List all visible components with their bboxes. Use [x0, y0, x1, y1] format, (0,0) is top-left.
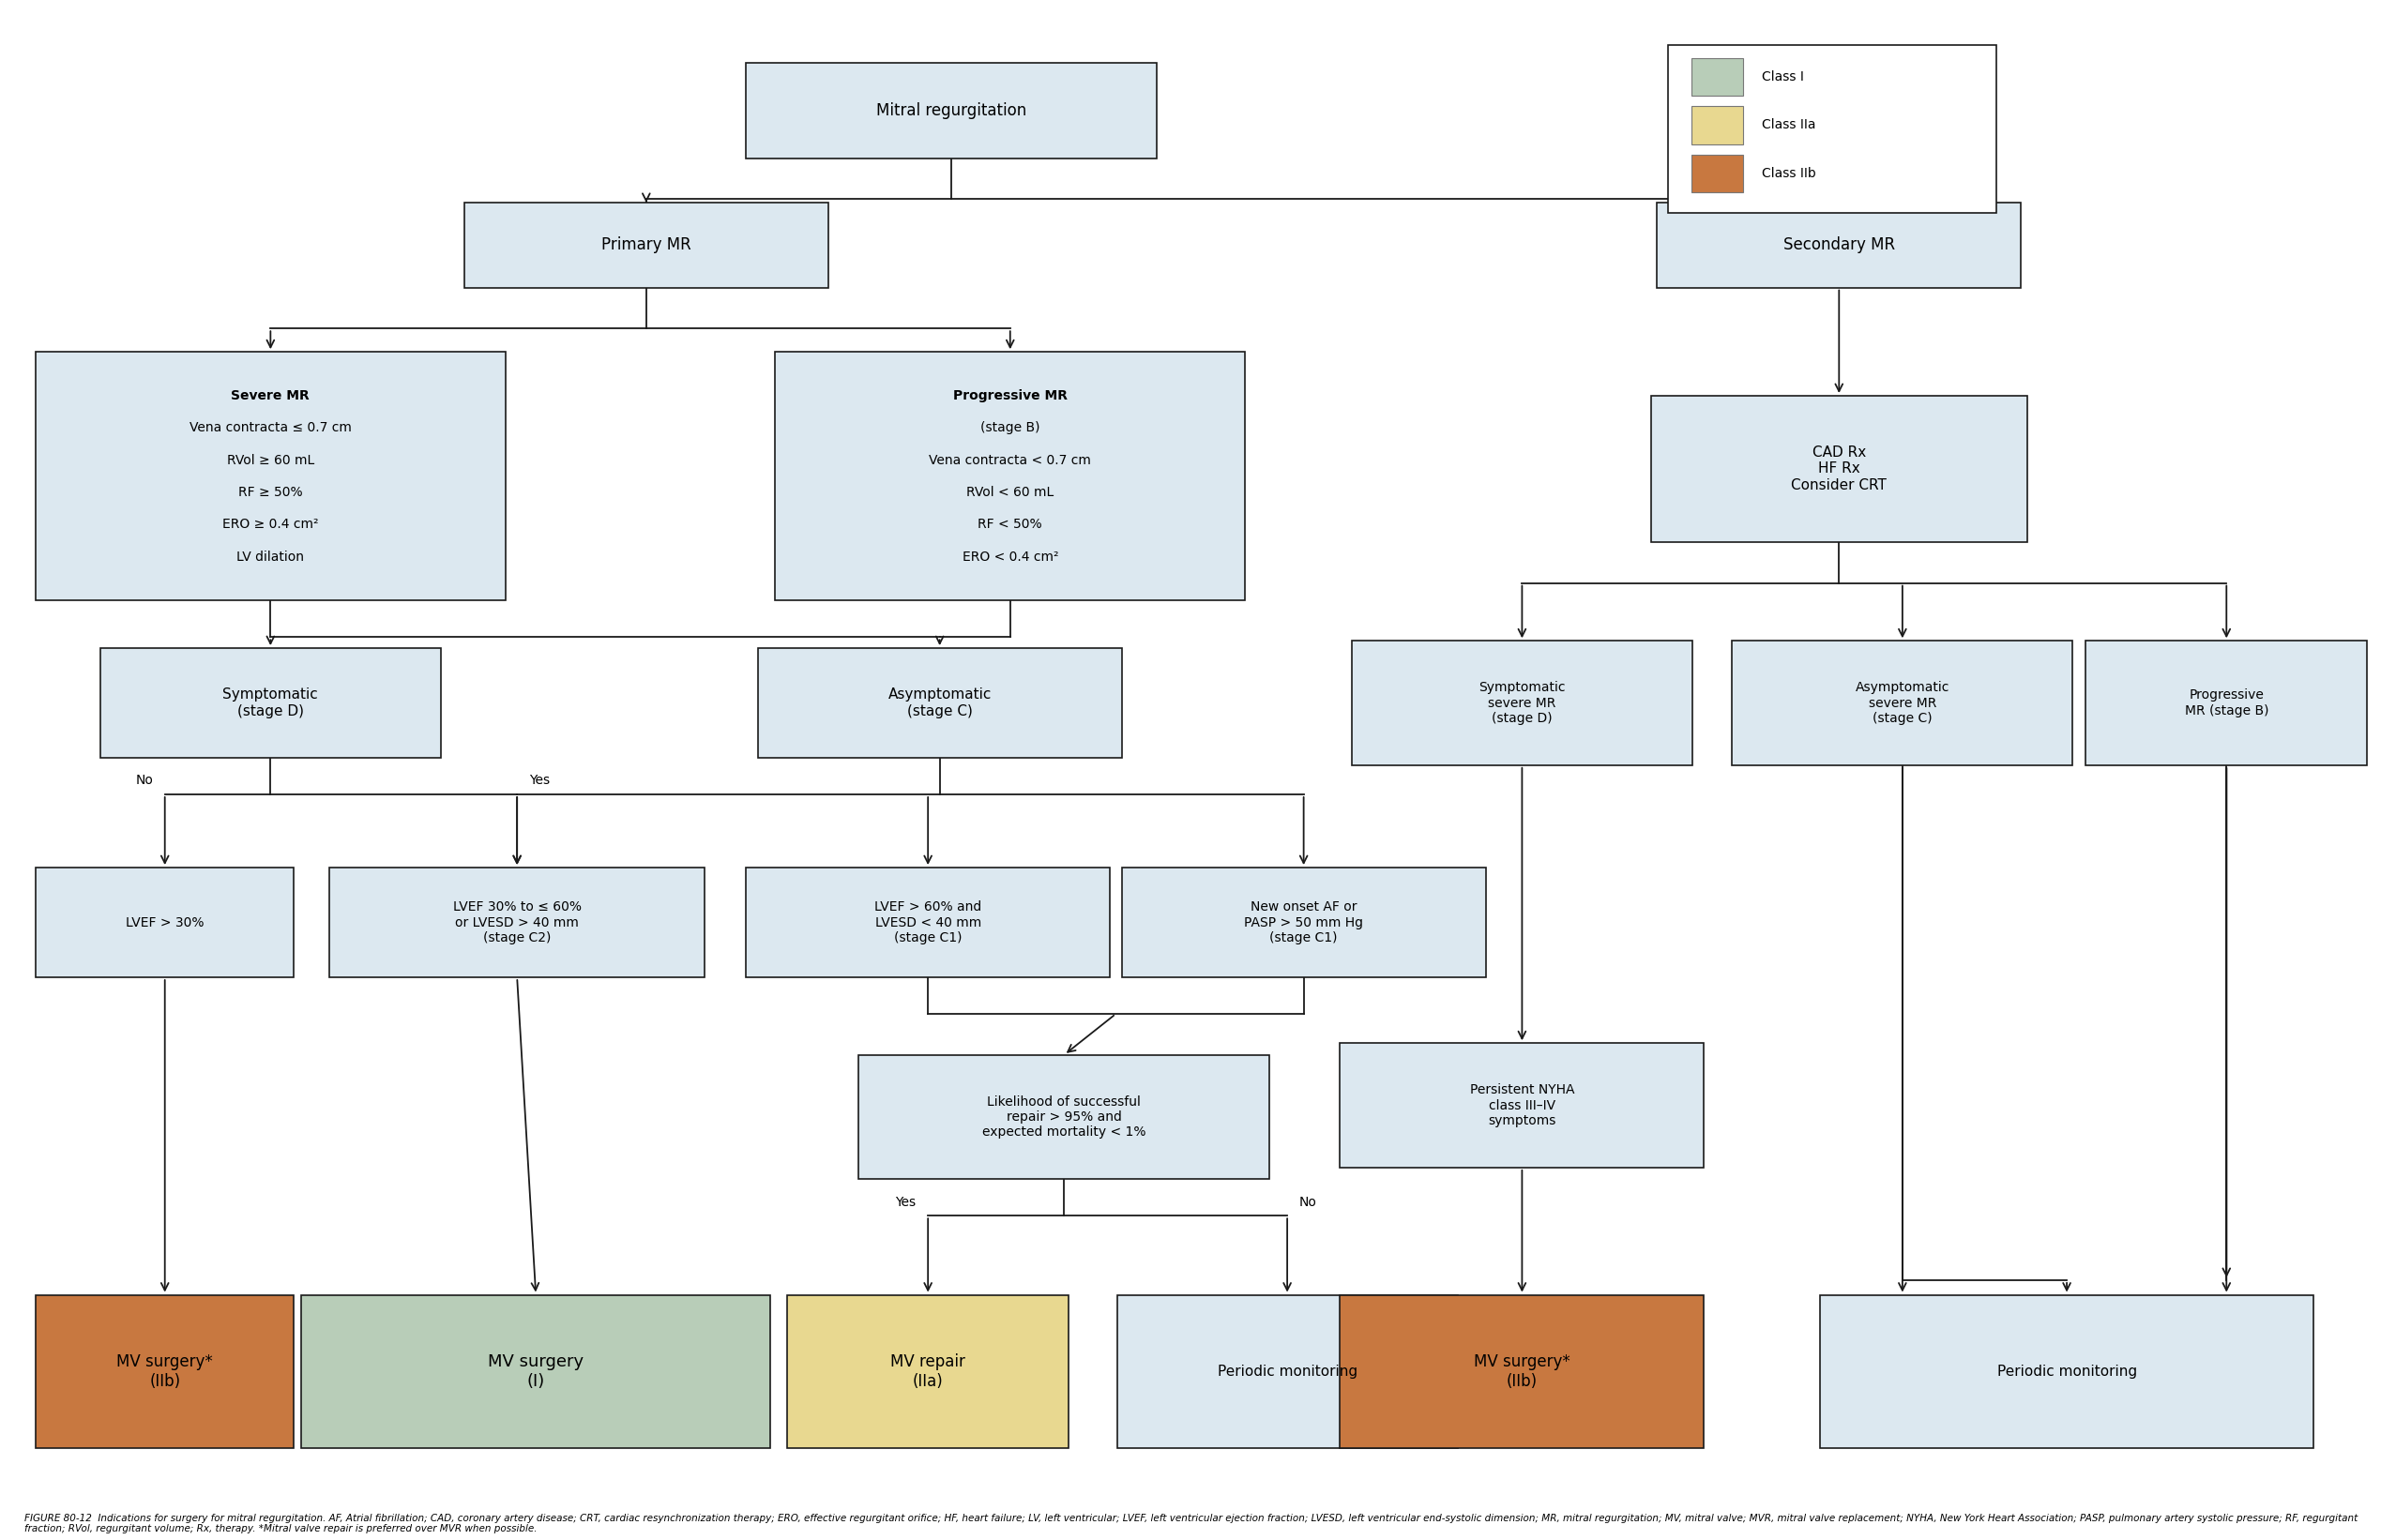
Text: Symptomatic
severe MR
(stage D): Symptomatic severe MR (stage D) — [1478, 681, 1565, 725]
Text: Periodic monitoring: Periodic monitoring — [1996, 1364, 2137, 1378]
FancyBboxPatch shape — [745, 867, 1109, 978]
Text: (stage B): (stage B) — [980, 420, 1040, 434]
Text: Class IIa: Class IIa — [1761, 119, 1816, 132]
Text: Yes: Yes — [896, 1195, 915, 1209]
FancyBboxPatch shape — [1339, 1043, 1704, 1167]
Text: Primary MR: Primary MR — [601, 237, 690, 254]
FancyBboxPatch shape — [1351, 641, 1692, 765]
Text: LVEF > 60% and
LVESD < 40 mm
(stage C1): LVEF > 60% and LVESD < 40 mm (stage C1) — [875, 901, 982, 944]
Text: LVEF 30% to ≤ 60%
or LVESD > 40 mm
(stage C2): LVEF 30% to ≤ 60% or LVESD > 40 mm (stag… — [453, 901, 582, 944]
FancyBboxPatch shape — [786, 1295, 1069, 1449]
Text: Vena contracta < 0.7 cm: Vena contracta < 0.7 cm — [930, 453, 1090, 467]
FancyBboxPatch shape — [1651, 396, 2027, 542]
Text: RVol < 60 mL: RVol < 60 mL — [966, 485, 1054, 499]
Text: MV surgery*
(IIb): MV surgery* (IIb) — [1474, 1354, 1569, 1389]
Text: Persistent NYHA
class III–IV
symptoms: Persistent NYHA class III–IV symptoms — [1469, 1084, 1574, 1127]
Text: CAD Rx
HF Rx
Consider CRT: CAD Rx HF Rx Consider CRT — [1792, 445, 1886, 493]
Text: Progressive MR: Progressive MR — [954, 388, 1066, 402]
FancyBboxPatch shape — [36, 1295, 295, 1449]
FancyBboxPatch shape — [858, 1055, 1270, 1180]
FancyBboxPatch shape — [302, 1295, 772, 1449]
FancyBboxPatch shape — [1692, 106, 1742, 145]
Text: Progressive
MR (stage B): Progressive MR (stage B) — [2185, 688, 2269, 718]
Text: LV dilation: LV dilation — [237, 550, 304, 564]
Text: Likelihood of successful
repair > 95% and
expected mortality < 1%: Likelihood of successful repair > 95% an… — [982, 1095, 1145, 1138]
Text: FIGURE 80-12  Indications for surgery for mitral regurgitation. AF, Atrial fibri: FIGURE 80-12 Indications for surgery for… — [24, 1514, 2358, 1534]
FancyBboxPatch shape — [776, 351, 1246, 601]
Text: ERO < 0.4 cm²: ERO < 0.4 cm² — [963, 550, 1059, 564]
Text: Vena contracta ≤ 0.7 cm: Vena contracta ≤ 0.7 cm — [189, 420, 352, 434]
FancyBboxPatch shape — [1692, 59, 1742, 95]
Text: Yes: Yes — [530, 775, 549, 787]
FancyBboxPatch shape — [1821, 1295, 2315, 1449]
Text: MV surgery*
(IIb): MV surgery* (IIb) — [117, 1354, 213, 1389]
FancyBboxPatch shape — [1339, 1295, 1704, 1449]
FancyBboxPatch shape — [1732, 641, 2073, 765]
Text: LVEF > 30%: LVEF > 30% — [125, 916, 204, 929]
FancyBboxPatch shape — [36, 867, 295, 978]
Text: RF ≥ 50%: RF ≥ 50% — [237, 485, 302, 499]
Text: Periodic monitoring: Periodic monitoring — [1217, 1364, 1356, 1378]
FancyBboxPatch shape — [2085, 641, 2367, 765]
Text: Symptomatic
(stage D): Symptomatic (stage D) — [223, 688, 319, 718]
Text: Class I: Class I — [1761, 71, 1804, 83]
Text: No: No — [137, 775, 153, 787]
FancyBboxPatch shape — [1658, 203, 2020, 288]
FancyBboxPatch shape — [1668, 45, 1996, 213]
Text: MV repair
(IIa): MV repair (IIa) — [891, 1354, 966, 1389]
FancyBboxPatch shape — [757, 648, 1121, 758]
FancyBboxPatch shape — [1692, 154, 1742, 192]
FancyBboxPatch shape — [101, 648, 441, 758]
Text: RF < 50%: RF < 50% — [978, 517, 1042, 531]
FancyBboxPatch shape — [328, 867, 704, 978]
Text: Severe MR: Severe MR — [232, 388, 309, 402]
FancyBboxPatch shape — [745, 63, 1157, 159]
Text: Asymptomatic
severe MR
(stage C): Asymptomatic severe MR (stage C) — [1855, 681, 1950, 725]
FancyBboxPatch shape — [36, 351, 506, 601]
Text: Asymptomatic
(stage C): Asymptomatic (stage C) — [889, 688, 992, 718]
FancyBboxPatch shape — [465, 203, 829, 288]
Text: No: No — [1299, 1195, 1318, 1209]
Text: Class IIb: Class IIb — [1761, 166, 1816, 180]
FancyBboxPatch shape — [1121, 867, 1486, 978]
Text: Secondary MR: Secondary MR — [1783, 237, 1895, 254]
Text: Mitral regurgitation: Mitral regurgitation — [877, 102, 1025, 119]
Text: MV surgery
(I): MV surgery (I) — [489, 1354, 585, 1389]
FancyBboxPatch shape — [1117, 1295, 1457, 1449]
Text: RVol ≥ 60 mL: RVol ≥ 60 mL — [228, 453, 314, 467]
Text: New onset AF or
PASP > 50 mm Hg
(stage C1): New onset AF or PASP > 50 mm Hg (stage C… — [1244, 901, 1363, 944]
Text: ERO ≥ 0.4 cm²: ERO ≥ 0.4 cm² — [223, 517, 319, 531]
